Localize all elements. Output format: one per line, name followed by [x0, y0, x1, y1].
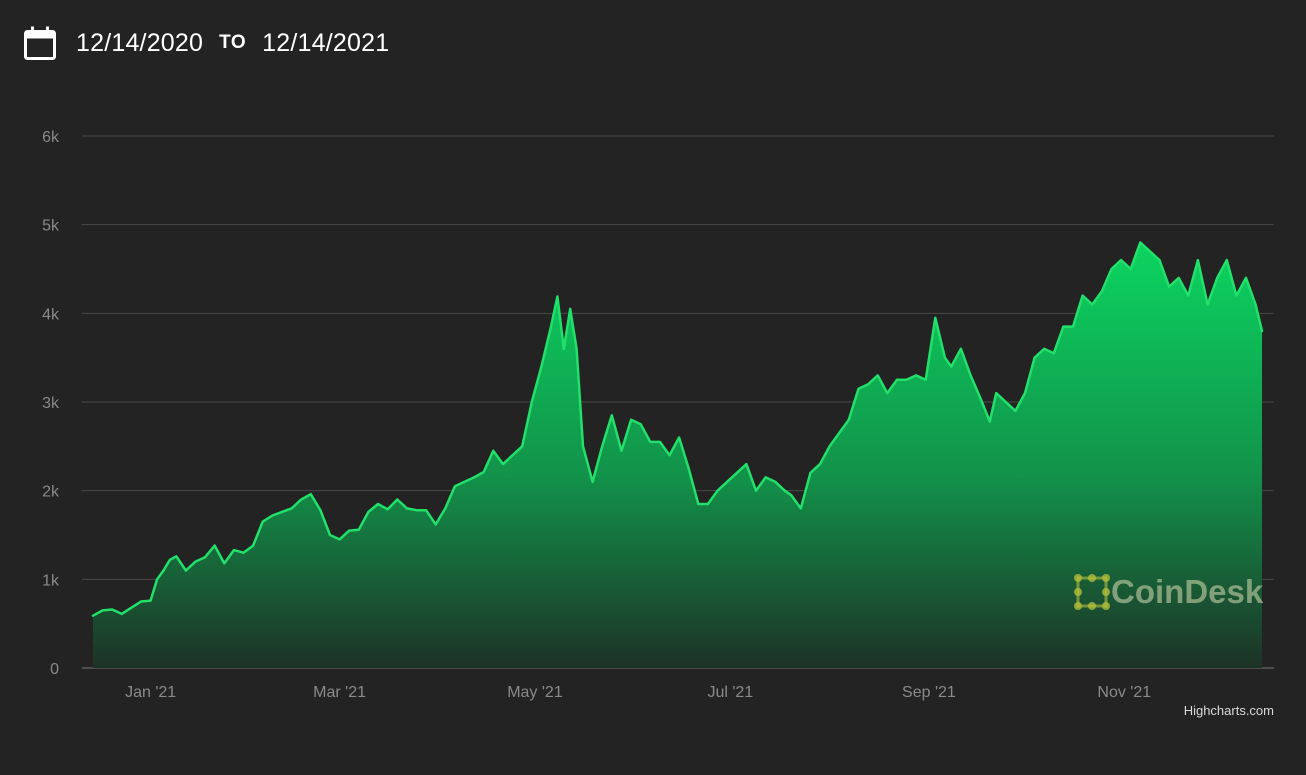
start-date[interactable]: 12/14/2020 [76, 28, 204, 57]
series-area [93, 242, 1262, 668]
y-tick-label: 5k [42, 218, 60, 235]
watermark-wordmark: CoinDesk [1111, 573, 1264, 610]
x-tick-label: Jan '21 [125, 684, 176, 701]
coindesk-watermark: CoinDesk [1074, 573, 1264, 610]
y-tick-label: 0 [50, 661, 59, 678]
y-tick-label: 3k [42, 395, 60, 412]
highcharts-credits-link[interactable]: Highcharts.com [1184, 703, 1274, 718]
x-tick-label: Mar '21 [313, 684, 366, 701]
series-line [91, 241, 1264, 617]
x-tick-label: Sep '21 [902, 684, 956, 701]
y-tick-label: 1k [42, 572, 60, 589]
end-date[interactable]: 12/14/2021 [262, 28, 390, 57]
watermark-frame [1076, 576, 1108, 608]
to-label: TO [219, 32, 247, 53]
x-axis-labels: Jan '21 Mar '21 May '21 Jul '21 Sep '21 Nov '… [125, 684, 1151, 701]
price-line [91, 241, 1264, 617]
y-tick-label: 6k [42, 129, 60, 146]
x-tick-label: Nov '21 [1097, 684, 1151, 701]
y-tick-label: 2k [42, 484, 60, 501]
y-axis-labels: 0 1k 2k 3k 4k 5k 6k [42, 129, 60, 678]
date-range-header: 12/14/2020 TO 12/14/2021 [24, 24, 389, 62]
y-tick-label: 4k [42, 306, 60, 323]
price-area-fill [93, 242, 1262, 668]
calendar-icon[interactable] [24, 26, 56, 60]
x-tick-label: May '21 [507, 684, 563, 701]
x-tick-label: Jul '21 [707, 684, 753, 701]
